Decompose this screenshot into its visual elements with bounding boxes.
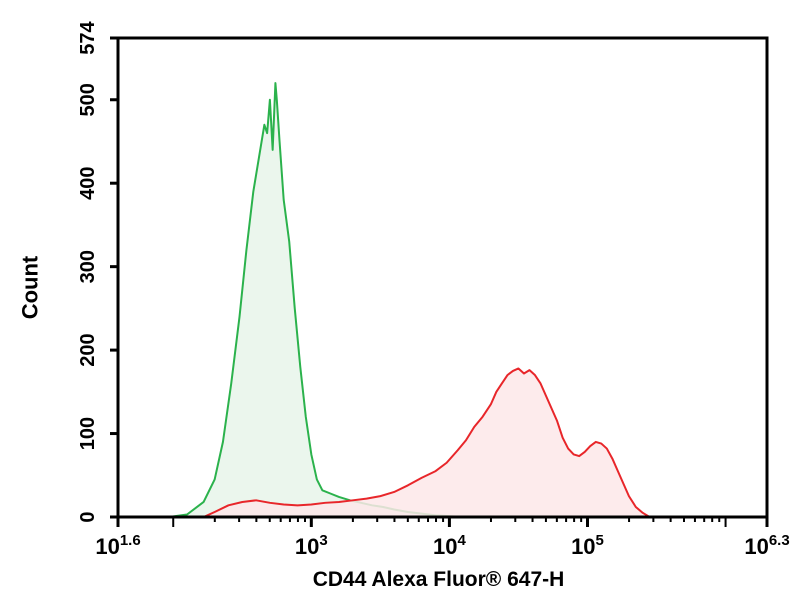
y-tick-label: 200 (77, 333, 99, 366)
y-tick-label: 0 (77, 511, 99, 522)
series-1-area (169, 83, 464, 518)
x-tick-label: 101.6 (95, 532, 140, 559)
series-layer (168, 82, 651, 518)
series-1-line (168, 82, 464, 518)
x-tick-label: 106.3 (744, 532, 789, 559)
x-tick-label: 104 (433, 532, 466, 559)
x-axis-label: CD44 Alexa Fluor® 647-H (313, 568, 565, 591)
y-tick-label: 400 (77, 167, 99, 200)
plot-frame (116, 36, 769, 519)
x-tick-label: 105 (571, 532, 604, 559)
y-tick-label: 500 (77, 83, 99, 116)
axis-layer: 0 100 200 300 400 500 574 101.6 103 104 105 106.3 (77, 20, 790, 559)
series-2-line (203, 367, 651, 518)
y-tick-label: 574 (77, 20, 99, 54)
y-axis-label: Count (18, 255, 43, 319)
y-tick-label: 300 (77, 250, 99, 283)
series-2-area (203, 368, 650, 517)
y-tick-label: 100 (77, 417, 99, 450)
x-tick-label: 103 (295, 532, 328, 559)
